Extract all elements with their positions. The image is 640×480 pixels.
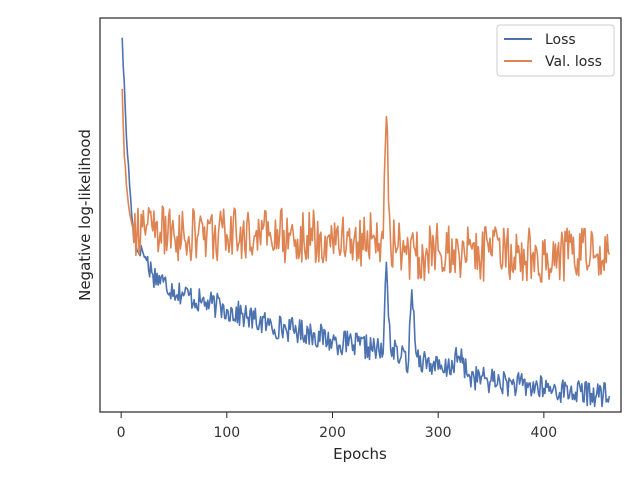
plot-frame xyxy=(99,17,622,413)
legend-label-val-loss: Val. loss xyxy=(545,54,602,70)
x-tick-label: 0 xyxy=(117,425,126,441)
x-tick-label: 400 xyxy=(530,425,557,441)
legend: Loss Val. loss xyxy=(496,24,615,77)
legend-box xyxy=(496,24,615,77)
x-axis-label: Epochs xyxy=(333,445,387,463)
x-axis-ticks: 0 100 200 300 400 xyxy=(117,412,557,441)
x-tick-label: 300 xyxy=(425,425,452,441)
series-layer xyxy=(121,37,611,408)
x-tick-label: 100 xyxy=(213,425,240,441)
legend-label-loss: Loss xyxy=(545,32,576,48)
x-tick-label: 200 xyxy=(319,425,346,441)
y-axis-label: Negative log-likelihood xyxy=(76,129,94,301)
series-line-loss xyxy=(121,37,611,408)
series-line-val-loss xyxy=(121,88,611,283)
